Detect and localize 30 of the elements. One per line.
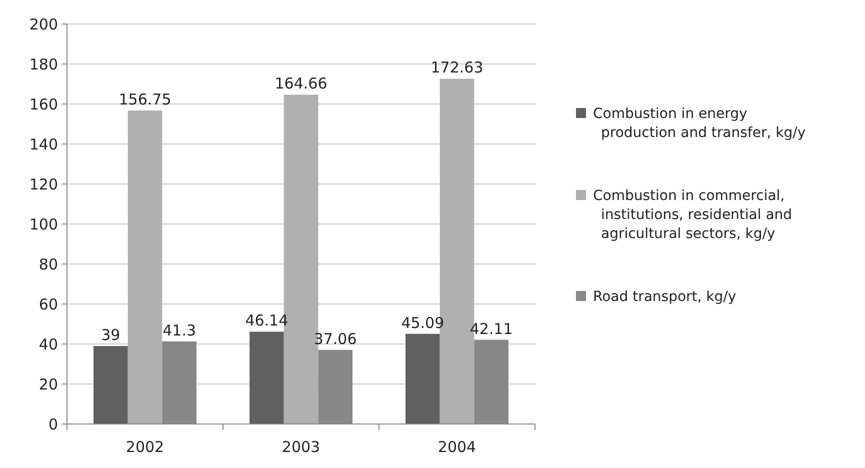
bar bbox=[250, 332, 284, 424]
data-label: 156.75 bbox=[118, 90, 172, 108]
y-tick-label: 40 bbox=[38, 335, 58, 354]
bar bbox=[128, 110, 162, 424]
legend-label: Combustion in energy production and transfer, kg/y bbox=[593, 106, 806, 141]
bar bbox=[406, 334, 440, 424]
data-label: 42.11 bbox=[470, 320, 513, 338]
data-label: 45.09 bbox=[401, 314, 444, 332]
bar bbox=[94, 346, 128, 424]
x-tick-label: 2004 bbox=[438, 438, 476, 456]
y-tick-label: 80 bbox=[38, 255, 58, 274]
legend-label: Combustion in commercial, institutions, residential and agricultural sectors, kg/y bbox=[593, 188, 792, 242]
x-tick-label: 2003 bbox=[282, 438, 320, 456]
data-label: 172.63 bbox=[430, 58, 484, 77]
data-label: 46.14 bbox=[245, 312, 288, 330]
y-tick-label: 120 bbox=[29, 175, 58, 194]
y-tick-label: 160 bbox=[29, 95, 58, 114]
y-tick-label: 200 bbox=[29, 15, 58, 34]
data-label: 39 bbox=[101, 326, 120, 344]
y-tick-label: 60 bbox=[38, 295, 58, 314]
legend-label: Road transport, kg/y bbox=[593, 289, 736, 305]
y-tick-label: 140 bbox=[29, 135, 58, 154]
data-label: 41.3 bbox=[162, 321, 196, 340]
data-label: 164.66 bbox=[274, 74, 328, 93]
y-tick-label: 20 bbox=[38, 375, 58, 394]
x-tick-label: 2002 bbox=[126, 438, 164, 456]
y-tick-label: 180 bbox=[29, 55, 58, 74]
y-tick-label: 0 bbox=[48, 415, 58, 434]
y-tick-label: 100 bbox=[29, 215, 58, 234]
data-label: 37.06 bbox=[314, 330, 357, 348]
